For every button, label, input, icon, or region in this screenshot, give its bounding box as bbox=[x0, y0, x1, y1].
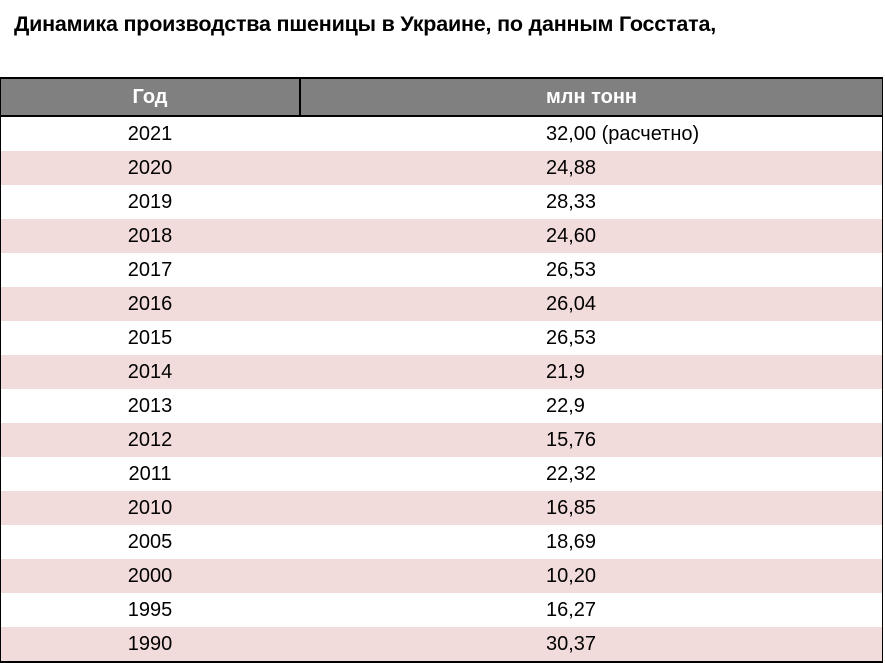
cell-value: 21,9 bbox=[546, 360, 585, 383]
table-header: Год млн тонн bbox=[1, 78, 882, 117]
cell-year: 2012 bbox=[127, 428, 173, 451]
cell-year: 2005 bbox=[127, 530, 173, 553]
cell-year: 2000 bbox=[127, 564, 173, 587]
table-row: 2019 28,33 bbox=[1, 185, 882, 219]
cell-year: 1990 bbox=[127, 632, 173, 655]
cell-value: 10,20 bbox=[546, 564, 597, 587]
cell-year: 1995 bbox=[127, 598, 173, 621]
table-row: 2000 10,20 bbox=[1, 559, 882, 593]
table-row: 2016 26,04 bbox=[1, 287, 882, 321]
column-header-year: Год bbox=[1, 79, 301, 115]
table-row: 2012 15,76 bbox=[1, 423, 882, 457]
cell-year: 2021 bbox=[127, 122, 173, 145]
cell-year: 2015 bbox=[127, 326, 173, 349]
cell-year: 2017 bbox=[127, 258, 173, 281]
table-row: 2021 32,00 (расчетно) bbox=[1, 117, 882, 151]
cell-value: 18,69 bbox=[546, 530, 597, 553]
table-row: 2005 18,69 bbox=[1, 525, 882, 559]
cell-year: 2011 bbox=[128, 462, 172, 485]
cell-year: 2016 bbox=[127, 292, 173, 315]
cell-value: 16,85 bbox=[546, 496, 597, 519]
cell-value: 26,04 bbox=[546, 292, 597, 315]
column-header-value: млн тонн bbox=[545, 85, 638, 108]
cell-year: 2014 bbox=[127, 360, 173, 383]
cell-year: 2018 bbox=[127, 224, 173, 247]
cell-value: 22,9 bbox=[546, 394, 585, 417]
cell-year: 2019 bbox=[127, 190, 173, 213]
cell-value: 32,00 (расчетно) bbox=[546, 122, 700, 145]
cell-value: 22,32 bbox=[546, 462, 597, 485]
table-row: 1990 30,37 bbox=[1, 627, 882, 661]
table-row: 2018 24,60 bbox=[1, 219, 882, 253]
cell-value: 30,37 bbox=[546, 632, 597, 655]
table-row: 1995 16,27 bbox=[1, 593, 882, 627]
table-body: 2021 32,00 (расчетно) 2020 24,88 2019 28… bbox=[1, 117, 882, 661]
table-row: 2011 22,32 bbox=[1, 457, 882, 491]
page-title: Динамика производства пшеницы в Украине,… bbox=[14, 12, 717, 36]
wheat-production-table: Год млн тонн 2021 32,00 (расчетно) 2020 … bbox=[0, 77, 883, 663]
table-row: 2013 22,9 bbox=[1, 389, 882, 423]
cell-value: 24,60 bbox=[546, 224, 597, 247]
cell-value: 15,76 bbox=[546, 428, 597, 451]
cell-year: 2010 bbox=[127, 496, 173, 519]
cell-value: 26,53 bbox=[546, 258, 597, 281]
table-row: 2020 24,88 bbox=[1, 151, 882, 185]
cell-value: 28,33 bbox=[546, 190, 597, 213]
table-row: 2015 26,53 bbox=[1, 321, 882, 355]
cell-value: 16,27 bbox=[546, 598, 597, 621]
cell-year: 2013 bbox=[127, 394, 173, 417]
table-row: 2017 26,53 bbox=[1, 253, 882, 287]
cell-value: 24,88 bbox=[546, 156, 597, 179]
cell-value: 26,53 bbox=[546, 326, 597, 349]
cell-year: 2020 bbox=[127, 156, 173, 179]
table-row: 2014 21,9 bbox=[1, 355, 882, 389]
table-row: 2010 16,85 bbox=[1, 491, 882, 525]
